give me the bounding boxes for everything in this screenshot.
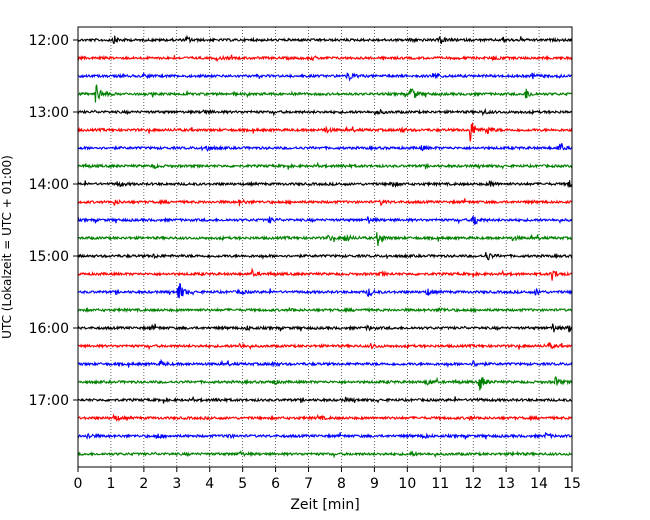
seismogram-trace bbox=[77, 232, 573, 246]
seismogram-trace bbox=[77, 306, 573, 314]
seismogram-trace bbox=[77, 179, 573, 189]
seismogram-trace bbox=[77, 83, 573, 103]
y-axis-ticks: 12:00 13:00 14:00 15:00 16:00 17:00 bbox=[29, 33, 78, 409]
y-tick-label: 17:00 bbox=[29, 393, 69, 409]
seismogram-trace bbox=[77, 358, 573, 369]
seismogram-trace bbox=[77, 34, 573, 45]
seismogram-trace bbox=[77, 54, 573, 63]
x-axis-ticks: 0 1 2 3 4 5 6 7 8 9 10 11 12 13 14 15 bbox=[74, 467, 581, 492]
x-tick-label: 15 bbox=[563, 476, 581, 492]
seismogram-trace bbox=[77, 251, 573, 261]
x-tick-label: 0 bbox=[74, 476, 83, 492]
x-tick-label: 5 bbox=[238, 476, 247, 492]
seismogram-trace bbox=[77, 431, 573, 440]
x-axis-label: Zeit [min] bbox=[290, 497, 359, 513]
seismogram-trace bbox=[77, 107, 573, 117]
x-tick-label: 10 bbox=[398, 476, 416, 492]
seismogram-trace bbox=[77, 342, 573, 351]
seismogram-trace bbox=[77, 71, 573, 82]
y-axis-label: UTC (Lokalzeit = UTC + 01:00) bbox=[0, 155, 14, 339]
x-tick-label: 7 bbox=[304, 476, 313, 492]
y-tick-label: 16:00 bbox=[29, 321, 69, 337]
seismogram-trace bbox=[77, 122, 573, 142]
y-tick-label: 15:00 bbox=[29, 249, 69, 265]
seismogram-trace bbox=[77, 375, 573, 391]
x-tick-label: 4 bbox=[205, 476, 214, 492]
seismogram-trace bbox=[77, 267, 573, 281]
seismogram-trace bbox=[77, 161, 573, 170]
grid-lines bbox=[110, 27, 540, 467]
x-tick-label: 12 bbox=[464, 476, 482, 492]
x-tick-label: 6 bbox=[271, 476, 280, 492]
seismogram-trace bbox=[77, 143, 573, 152]
seismogram-trace bbox=[77, 413, 573, 423]
x-tick-label: 3 bbox=[172, 476, 181, 492]
y-tick-label: 14:00 bbox=[29, 177, 69, 193]
x-tick-label: 2 bbox=[139, 476, 148, 492]
x-tick-label: 14 bbox=[530, 476, 548, 492]
y-tick-label: 13:00 bbox=[29, 105, 69, 121]
x-tick-label: 13 bbox=[497, 476, 515, 492]
x-tick-label: 9 bbox=[370, 476, 379, 492]
seismogram-trace bbox=[77, 282, 573, 299]
seismogram-traces bbox=[77, 34, 573, 459]
plot-frame bbox=[77, 26, 573, 468]
seismogram-trace bbox=[77, 198, 573, 207]
x-tick-label: 8 bbox=[337, 476, 346, 492]
seismogram-trace bbox=[77, 214, 573, 225]
x-tick-label: 11 bbox=[431, 476, 449, 492]
seismogram-trace bbox=[77, 449, 573, 459]
seismogram-trace bbox=[77, 395, 573, 404]
y-tick-label: 12:00 bbox=[29, 33, 69, 49]
seismogram-trace bbox=[77, 323, 573, 333]
x-tick-label: 1 bbox=[106, 476, 115, 492]
